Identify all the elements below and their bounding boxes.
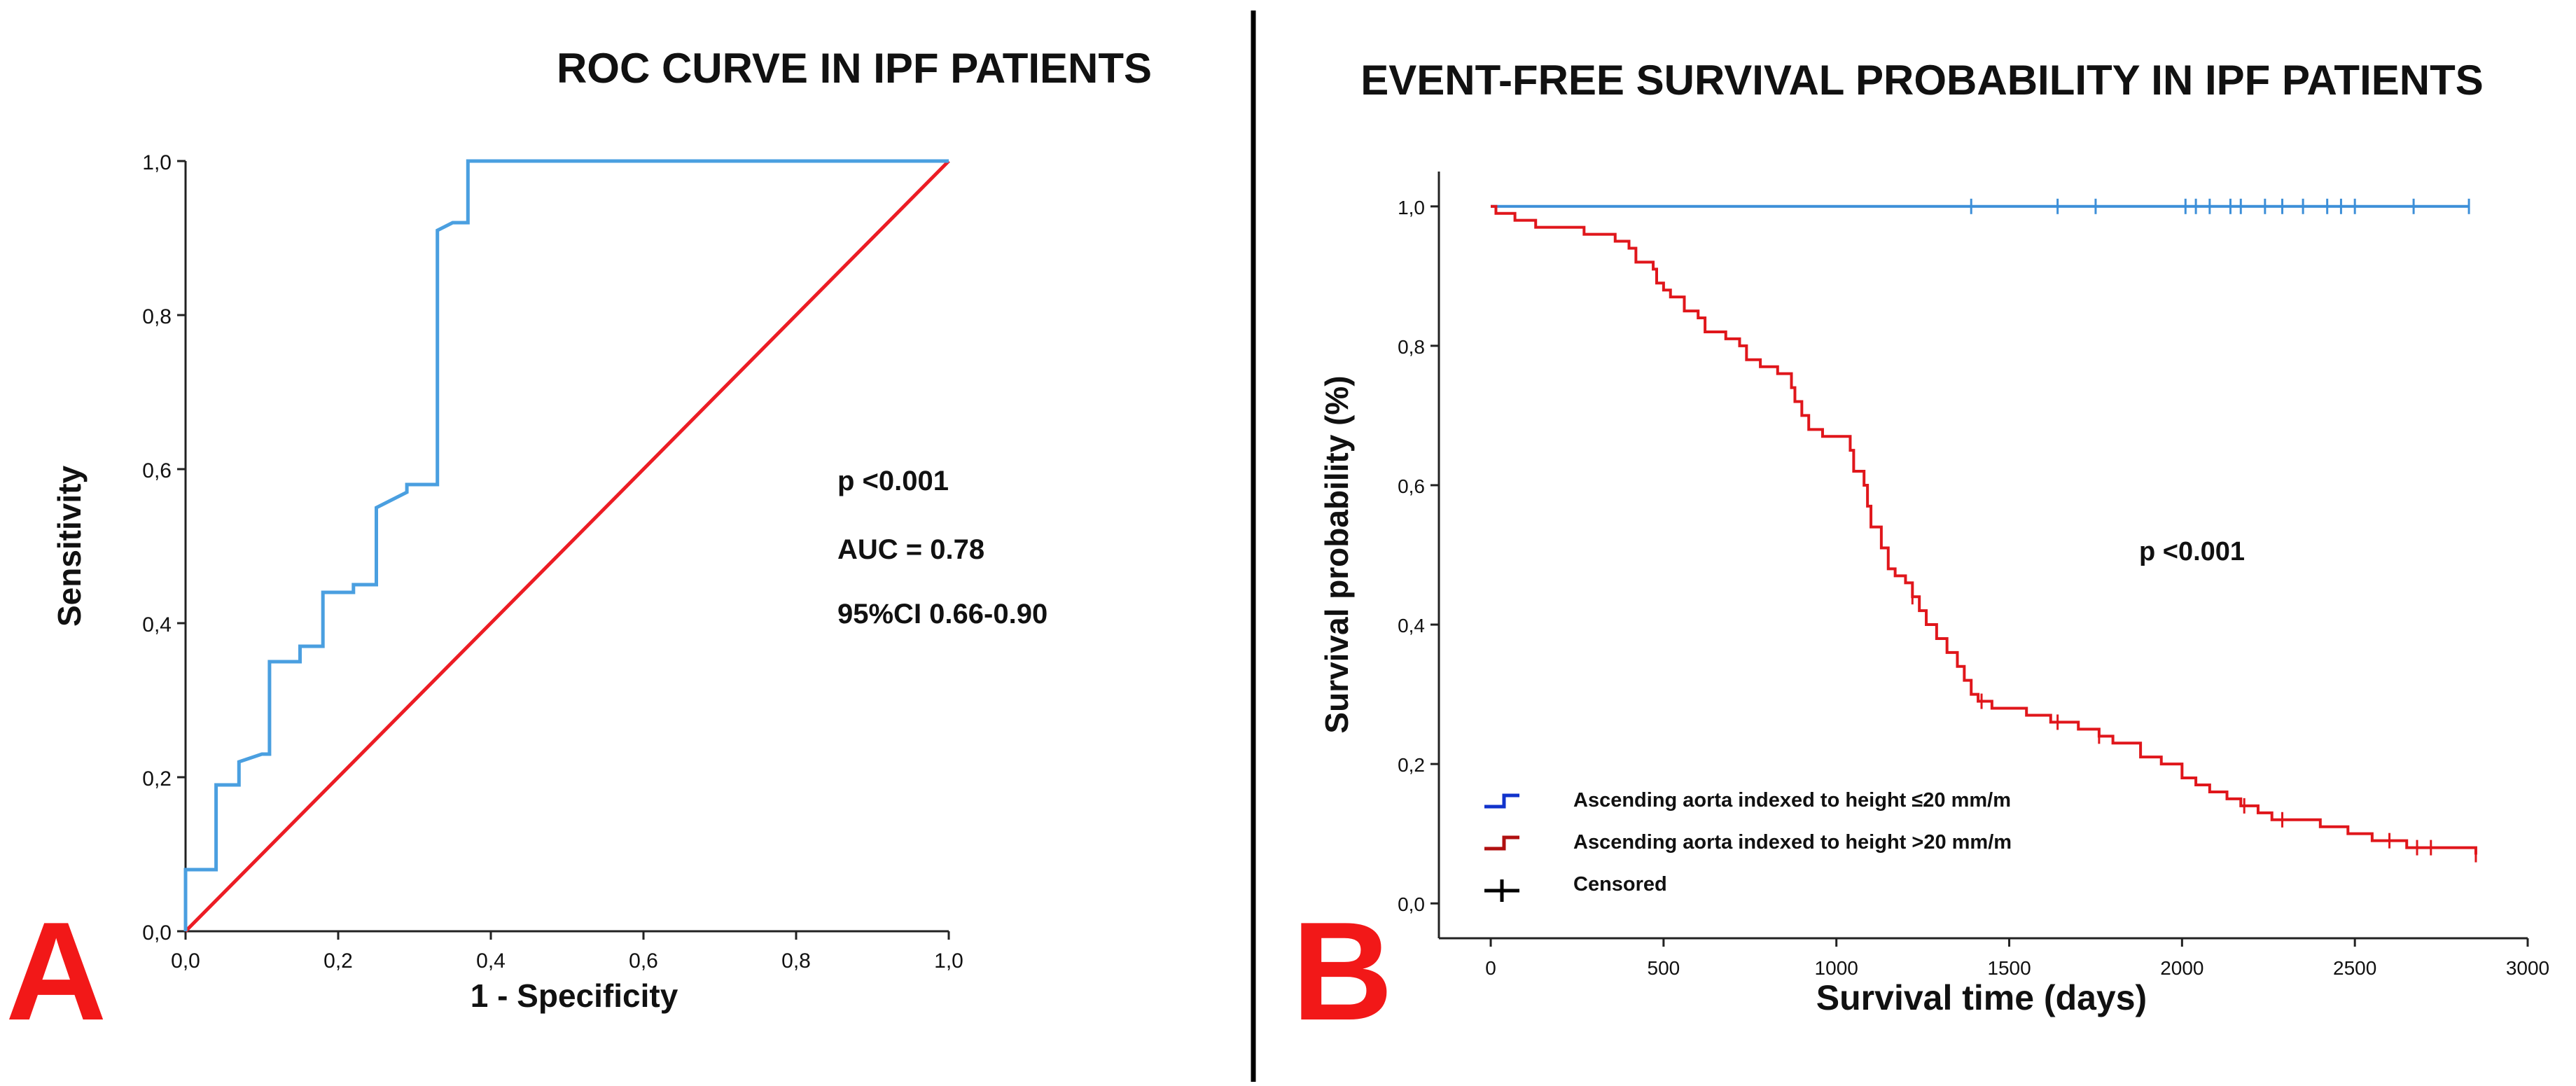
roc-y-tick-label: 0,0 — [142, 921, 172, 945]
roc-curve — [183, 159, 949, 931]
km-y-tick-label: 0,0 — [1398, 893, 1425, 915]
panel-a-roc: ROC CURVE IN IPF PATIENTS 0,00,20,40,60,… — [6, 45, 1152, 1050]
roc-ci: 95%CI 0.66-0.90 — [837, 599, 1047, 629]
km-y-tick-label: 0,8 — [1398, 336, 1425, 358]
km-x-tick-label: 0 — [1485, 957, 1496, 979]
km-y-tick-label: 0,2 — [1398, 754, 1425, 776]
roc-x-label: 1 - Specificity — [471, 977, 678, 1014]
km-x-ticks: 0 500 1000 1500 2000 2500 3000 — [1485, 938, 2549, 979]
km-y-tick-label: 0,6 — [1398, 475, 1425, 497]
legend-label-low: Ascending aorta indexed to height ≤20 mm… — [1573, 789, 2011, 812]
roc-x-tick-label: 1,0 — [934, 949, 963, 973]
km-title: EVENT-FREE SURVIVAL PROBABILITY IN IPF P… — [1360, 57, 2484, 104]
legend-swatch-low — [1484, 793, 1519, 809]
roc-y-label: Sensitivity — [51, 466, 88, 627]
panel-b-letter: B — [1292, 893, 1393, 1050]
km-y-tick-label: 1,0 — [1398, 197, 1425, 218]
km-x-tick-label: 2000 — [2160, 957, 2203, 979]
km-y-ticks: 0,0 0,2 0,4 0,6 0,8 1,0 — [1398, 197, 1439, 915]
km-p-value: p <0.001 — [2139, 537, 2245, 566]
km-x-label: Survival time (days) — [1816, 978, 2147, 1017]
roc-title: ROC CURVE IN IPF PATIENTS — [557, 45, 1152, 92]
km-x-tick-label: 1500 — [1987, 957, 2031, 979]
roc-y-tick-label: 0,4 — [142, 613, 172, 636]
roc-p-value: p <0.001 — [837, 466, 949, 496]
km-y-label: Survival probability (%) — [1318, 375, 1355, 733]
roc-y-ticks: 0,0 0,2 0,4 0,6 0,8 1,0 — [142, 151, 186, 945]
panel-a-letter: A — [6, 893, 106, 1050]
km-censor-marks-low — [1970, 198, 2470, 214]
km-censor-marks-high — [1911, 589, 2477, 863]
roc-x-ticks: 0,0 0,2 0,4 0,6 0,8 1,0 — [171, 931, 963, 973]
legend-swatch-high — [1484, 835, 1519, 851]
legend-label-censored: Censored — [1573, 873, 1667, 896]
km-series-high — [1491, 204, 2477, 855]
roc-x-tick-label: 0,0 — [171, 949, 200, 973]
km-x-tick-label: 1000 — [1815, 957, 1858, 979]
km-x-tick-label: 500 — [1648, 957, 1680, 979]
km-x-tick-label: 3000 — [2506, 957, 2549, 979]
roc-x-tick-label: 0,8 — [781, 949, 811, 973]
roc-y-tick-label: 0,2 — [142, 767, 172, 791]
km-y-tick-label: 0,4 — [1398, 615, 1425, 636]
panel-b-survival: EVENT-FREE SURVIVAL PROBABILITY IN IPF P… — [1292, 57, 2549, 1050]
roc-y-tick-label: 0,8 — [142, 305, 172, 328]
km-x-tick-label: 2500 — [2333, 957, 2376, 979]
roc-auc: AUC = 0.78 — [837, 534, 984, 565]
legend-label-high: Ascending aorta indexed to height >20 mm… — [1573, 831, 2012, 854]
roc-y-tick-label: 0,6 — [142, 459, 172, 482]
roc-x-tick-label: 0,6 — [629, 949, 658, 973]
roc-reference-line — [184, 160, 950, 933]
roc-x-tick-label: 0,2 — [323, 949, 353, 973]
roc-y-tick-label: 1,0 — [142, 151, 172, 174]
roc-x-tick-label: 0,4 — [476, 949, 506, 973]
km-legend: Ascending aorta indexed to height ≤20 mm… — [1484, 789, 2012, 902]
